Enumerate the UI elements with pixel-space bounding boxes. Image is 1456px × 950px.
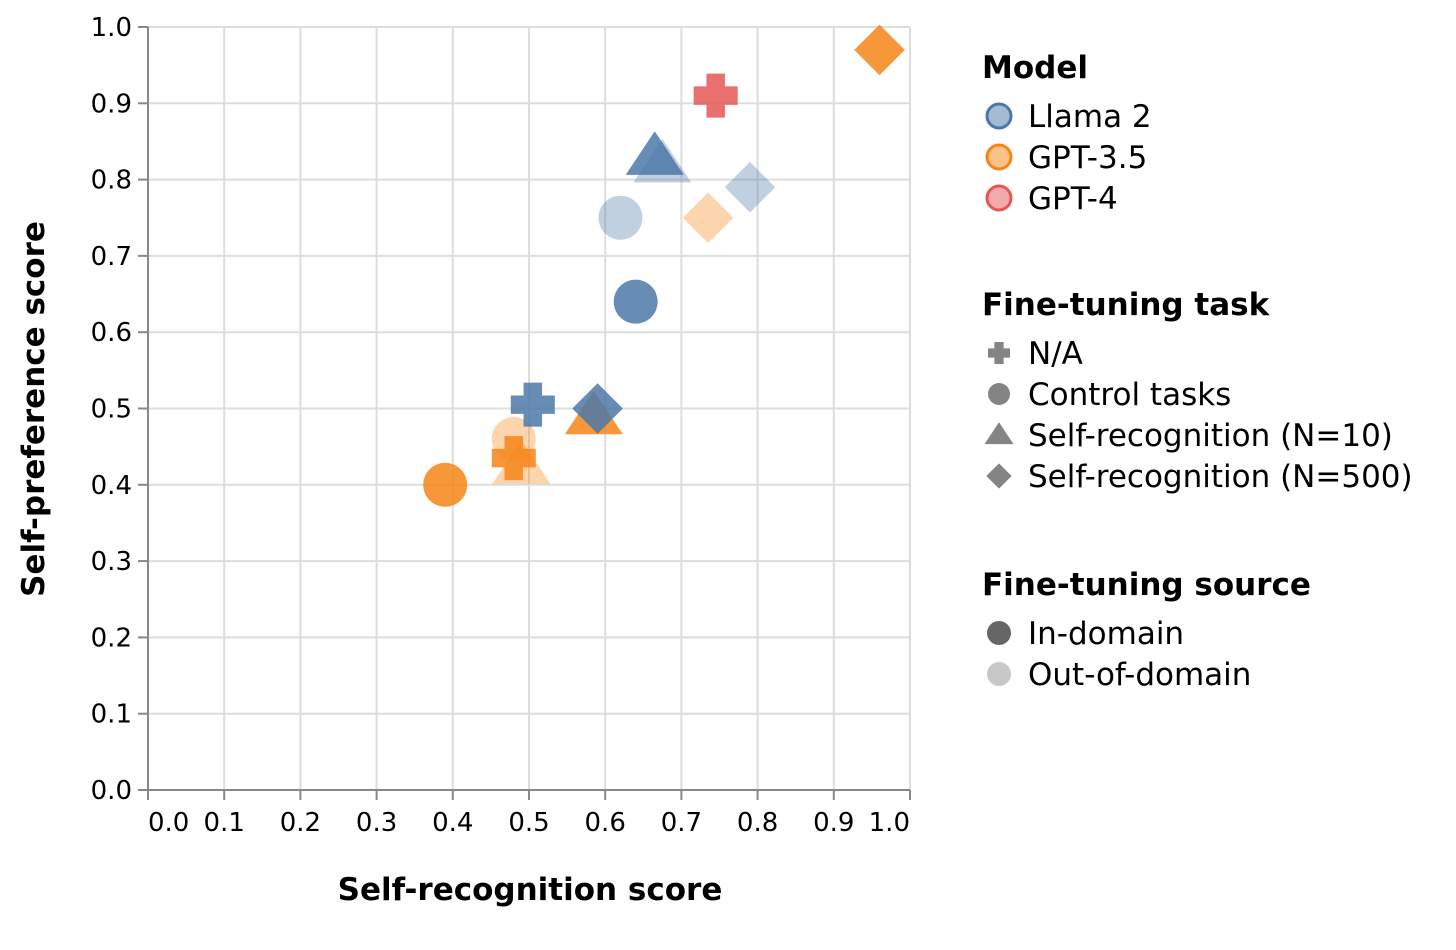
data-point-llama-2-diamond	[724, 161, 776, 213]
data-points	[423, 24, 905, 507]
data-point-gpt-3-5-circle	[423, 462, 468, 507]
y-tick-label: 0.3	[91, 547, 132, 577]
data-point-llama-2-triangle	[625, 131, 684, 175]
legend-model-swatch	[985, 143, 1013, 171]
x-axis-title: Self-recognition score	[338, 872, 723, 908]
legend-source-title: Fine-tuning source	[982, 567, 1311, 603]
x-tick-label: 0.7	[661, 808, 702, 838]
x-tick-label: 0.3	[356, 808, 397, 838]
data-point-gpt-4-cross	[693, 73, 738, 118]
y-tick-label: 0.0	[91, 776, 132, 806]
data-point-gpt-3-5-diamond	[682, 192, 734, 244]
axes: 0.0 0.1 0.2 0.3 0.4 0.5 0.6 0.7 0.8 0.9 1.0 0.0 0.1 0…	[91, 13, 911, 838]
legend-source-items: In-domain Out-of-domain	[987, 616, 1251, 693]
legend-task-label: N/A	[1028, 336, 1083, 372]
y-axis-title: Self-preference score	[16, 221, 52, 597]
legend-model-label: GPT-4	[1028, 181, 1118, 217]
y-tick-label: 0.6	[91, 318, 132, 348]
legend-source-swatch	[987, 621, 1011, 645]
data-point-gpt-3-5-cross	[491, 436, 536, 481]
x-tick-label: 0.0	[148, 808, 189, 838]
legend-model-swatch	[985, 184, 1013, 212]
y-tick-label: 0.1	[91, 700, 132, 730]
x-tick-label: 0.8	[737, 808, 778, 838]
data-point-llama-2-cross	[510, 382, 555, 427]
legend-task-title: Fine-tuning task	[982, 287, 1271, 323]
data-point-llama-2-circle	[613, 279, 658, 324]
y-tick-label: 0.5	[91, 395, 132, 425]
data-point-llama-2-circle	[598, 195, 643, 240]
legend: Model Llama 2 GPT-3.5 GPT-4 Fine-tuning ta…	[982, 50, 1413, 693]
legend-model-swatch	[985, 102, 1013, 130]
legend-model-title: Model	[982, 50, 1088, 86]
legend-task-label: Self-recognition (N=10)	[1028, 418, 1393, 454]
y-tick-label: 0.8	[91, 166, 132, 196]
legend-task-swatch	[986, 463, 1012, 489]
legend-model-label: GPT-3.5	[1028, 140, 1147, 176]
x-tick-label: 1.0	[869, 808, 910, 838]
y-tick-label: 1.0	[91, 13, 132, 43]
x-tick-label: 0.6	[585, 808, 626, 838]
legend-source-label: Out-of-domain	[1028, 657, 1251, 693]
y-tick-label: 0.2	[91, 623, 132, 653]
x-tick-label: 0.4	[432, 808, 473, 838]
legend-task-swatch	[984, 422, 1014, 445]
x-tick-label: 0.5	[508, 808, 549, 838]
legend-task-swatch	[988, 383, 1010, 405]
y-tick-label: 0.7	[91, 242, 132, 272]
legend-source-swatch	[987, 662, 1011, 686]
legend-task-label: Control tasks	[1028, 377, 1231, 413]
data-point-llama-2-diamond	[572, 383, 623, 434]
legend-task-items: N/A Control tasks Self-recognition (N=10) S…	[984, 336, 1413, 495]
x-tick-label: 0.1	[204, 808, 245, 838]
legend-task-swatch	[988, 342, 1010, 364]
x-tick-label: 0.2	[280, 808, 321, 838]
legend-task-label: Self-recognition (N=500)	[1028, 459, 1413, 495]
x-tick-label: 0.9	[813, 808, 854, 838]
y-tick-label: 0.4	[91, 471, 132, 501]
y-tick-label: 0.9	[91, 89, 132, 119]
legend-source-label: In-domain	[1028, 616, 1184, 652]
legend-model-items: Llama 2 GPT-3.5 GPT-4	[985, 99, 1152, 217]
data-point-gpt-3-5-diamond	[854, 24, 905, 76]
legend-model-label: Llama 2	[1028, 99, 1152, 135]
